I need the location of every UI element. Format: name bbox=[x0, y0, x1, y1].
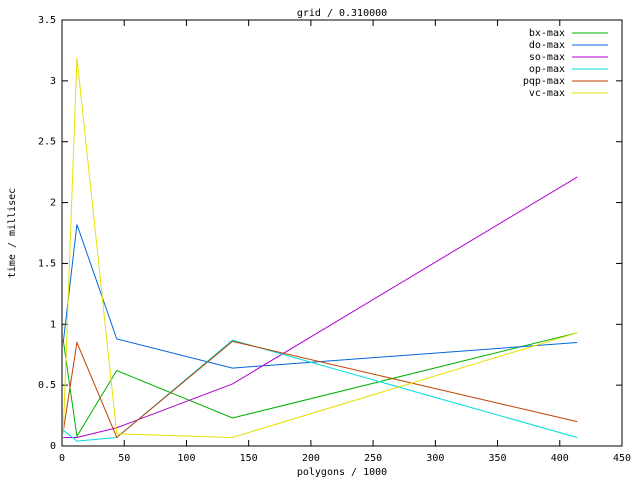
y-tick-label: 0.5 bbox=[38, 380, 56, 391]
legend-label: vc-max bbox=[529, 88, 565, 99]
series-line bbox=[62, 340, 578, 439]
x-tick-label: 350 bbox=[489, 453, 507, 464]
y-tick-label: 2 bbox=[50, 198, 56, 209]
x-axis-label: polygons / 1000 bbox=[297, 467, 387, 478]
legend-label: op-max bbox=[529, 64, 565, 75]
y-axis-label: time / millisec bbox=[7, 188, 18, 278]
series-line bbox=[62, 57, 578, 438]
plot-border bbox=[61, 19, 623, 447]
legend-label: so-max bbox=[529, 52, 565, 63]
y-tick-label: 1 bbox=[50, 319, 56, 330]
x-tick-label: 50 bbox=[118, 453, 130, 464]
x-tick-label: 150 bbox=[240, 453, 258, 464]
x-tick-label: 450 bbox=[613, 453, 631, 464]
legend-label: bx-max bbox=[529, 28, 565, 39]
series-line bbox=[62, 332, 578, 438]
y-tick-label: 0 bbox=[50, 441, 56, 452]
y-tick-label: 3.5 bbox=[38, 15, 56, 26]
series-line bbox=[62, 224, 578, 369]
x-tick-label: 250 bbox=[364, 453, 382, 464]
y-tick-label: 2.5 bbox=[38, 137, 56, 148]
x-tick-label: 200 bbox=[302, 453, 320, 464]
chart-title: grid / 0.310000 bbox=[297, 8, 387, 19]
y-tick-label: 3 bbox=[50, 76, 56, 87]
x-tick-label: 300 bbox=[426, 453, 444, 464]
x-tick-label: 400 bbox=[551, 453, 569, 464]
x-tick-label: 0 bbox=[59, 453, 65, 464]
x-tick-label: 100 bbox=[177, 453, 195, 464]
legend-label: pqp-max bbox=[523, 76, 565, 87]
legend-label: do-max bbox=[529, 40, 565, 51]
y-tick-label: 1.5 bbox=[38, 258, 56, 269]
